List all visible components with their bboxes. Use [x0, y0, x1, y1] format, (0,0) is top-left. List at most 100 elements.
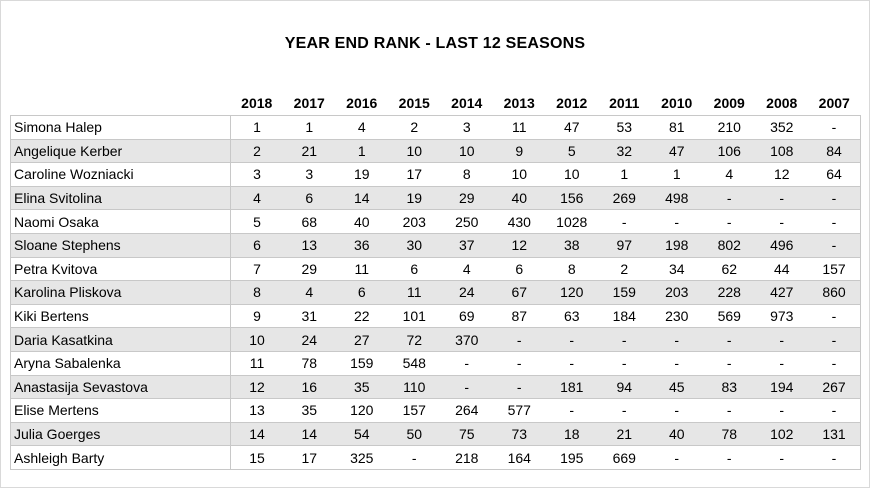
- rank-cell: 973: [755, 303, 808, 329]
- rank-cell: 67: [493, 280, 546, 305]
- rank-cell: 498: [650, 185, 703, 211]
- rank-cell: -: [703, 398, 756, 423]
- rank-cell: 4: [230, 185, 283, 211]
- rank-cell: 83: [703, 374, 756, 400]
- table-row: Daria Kasatkina 10 24 27 72 370- - - - - - -: [10, 327, 861, 352]
- rank-cell: 5: [545, 138, 598, 164]
- rank-cell: -: [703, 350, 756, 376]
- year-header: 2007: [818, 95, 850, 111]
- rank-cell: 18: [545, 421, 598, 447]
- rank-cell: 325: [335, 445, 388, 470]
- rank-cell: 17: [283, 445, 336, 470]
- rank-cell: 496: [755, 232, 808, 258]
- rank-cell: 9: [493, 138, 546, 164]
- table-row: Ashleigh Barty 15 17 325-218 164 195 669- - - -: [10, 445, 861, 470]
- rank-cell: -: [755, 445, 808, 470]
- rank-cell: 10: [230, 327, 283, 352]
- table-row: Elise Mertens 13 35 120 157 264 577- - - - - -: [10, 398, 861, 423]
- rank-cell: -: [493, 374, 546, 400]
- rank-cell: 8: [230, 280, 283, 305]
- rank-cell: 6: [335, 280, 388, 305]
- rank-cell: 30: [388, 232, 441, 258]
- rank-cell: 106: [703, 138, 756, 164]
- rank-cell: 2: [598, 256, 651, 282]
- rank-cell: 1: [598, 162, 651, 187]
- rank-cell: 19: [388, 185, 441, 211]
- rank-cell: 198: [650, 232, 703, 258]
- rank-cell: 156: [545, 185, 598, 211]
- rank-cell: -: [755, 185, 808, 211]
- table-row: Elina Svitolina 4 6 14 19 29 40 156 269 498- - -: [10, 185, 861, 211]
- rank-cell: -: [598, 350, 651, 376]
- rank-cell: 3: [230, 162, 283, 187]
- rank-cell: 14: [335, 185, 388, 211]
- table-title: YEAR END RANK - LAST 12 SEASONS: [284, 35, 586, 52]
- year-header: 2018: [241, 95, 273, 111]
- rank-cell: -: [808, 209, 861, 234]
- rank-cell: 860: [808, 280, 861, 305]
- rank-cell: 34: [650, 256, 703, 282]
- rank-cell: -: [808, 398, 861, 423]
- rank-cell: 10: [545, 162, 598, 187]
- rank-cell: 194: [755, 374, 808, 400]
- table-row: Karolina Pliskova 8 4 6 11 24 67 120 159 203 228 42…: [10, 280, 861, 305]
- rank-cell: 15: [230, 445, 283, 470]
- rank-cell: 3: [283, 162, 336, 187]
- header-row: 2018 2017 2016 2015 2014 2013 2012 2011 2010 2009…: [11, 91, 861, 116]
- rank-cell: 38: [545, 232, 598, 258]
- rank-cell: 203: [388, 209, 441, 234]
- rank-cell: -: [703, 445, 756, 470]
- rank-cell: -: [703, 327, 756, 352]
- rank-cell: -: [650, 445, 703, 470]
- rank-cell: 10: [493, 162, 546, 187]
- rank-cell: 14: [283, 421, 336, 447]
- rank-cell: 17: [388, 162, 441, 187]
- player-name: Kiki Bertens: [10, 303, 231, 329]
- rank-cell: -: [808, 232, 861, 258]
- rank-cell: 4: [440, 256, 493, 282]
- rank-cell: 669: [598, 445, 651, 470]
- rank-cell: 230: [650, 303, 703, 329]
- rank-cell: 427: [755, 280, 808, 305]
- rank-cell: 53: [598, 115, 651, 140]
- rank-cell: 78: [283, 350, 336, 376]
- rank-cell: 97: [598, 232, 651, 258]
- rank-cell: 35: [283, 398, 336, 423]
- rank-cell: 157: [388, 398, 441, 423]
- rank-cell: 6: [283, 185, 336, 211]
- rank-cell: 21: [283, 138, 336, 164]
- rank-cell: 87: [493, 303, 546, 329]
- rank-cell: 430: [493, 209, 546, 234]
- rank-cell: 6: [230, 232, 283, 258]
- rank-cell: -: [650, 327, 703, 352]
- rank-cell: 94: [598, 374, 651, 400]
- rank-cell: 44: [755, 256, 808, 282]
- rank-cell: 19: [335, 162, 388, 187]
- rank-cell: 370: [440, 327, 493, 352]
- rank-cell: -: [808, 327, 861, 352]
- rank-cell: 102: [755, 421, 808, 447]
- rank-cell: 548: [388, 350, 441, 376]
- rank-cell: 269: [598, 185, 651, 211]
- table-row: Naomi Osaka 5 68 40 203 250 430 1028- - - - -: [10, 209, 861, 234]
- player-name: Ashleigh Barty: [10, 445, 231, 470]
- rank-cell: 31: [283, 303, 336, 329]
- table-row: Petra Kvitova 7 29 11 6 4 6 8 2 34 62 44 157: [10, 256, 861, 282]
- rank-cell: 267: [808, 374, 861, 400]
- year-header: 2014: [451, 95, 483, 111]
- rank-cell: 12: [230, 374, 283, 400]
- rank-cell: 1: [230, 115, 283, 140]
- player-name: Angelique Kerber: [10, 138, 231, 164]
- rank-cell: 54: [335, 421, 388, 447]
- rank-cell: 69: [440, 303, 493, 329]
- year-header: 2013: [503, 95, 535, 111]
- rank-cell: 21: [598, 421, 651, 447]
- rank-cell: -: [598, 398, 651, 423]
- rank-cell: 11: [388, 280, 441, 305]
- header-name-cell: [11, 91, 231, 116]
- rank-cell: 2: [230, 138, 283, 164]
- rank-cell: 13: [230, 398, 283, 423]
- rank-cell: 195: [545, 445, 598, 470]
- rank-cell: 203: [650, 280, 703, 305]
- rank-cell: -: [440, 350, 493, 376]
